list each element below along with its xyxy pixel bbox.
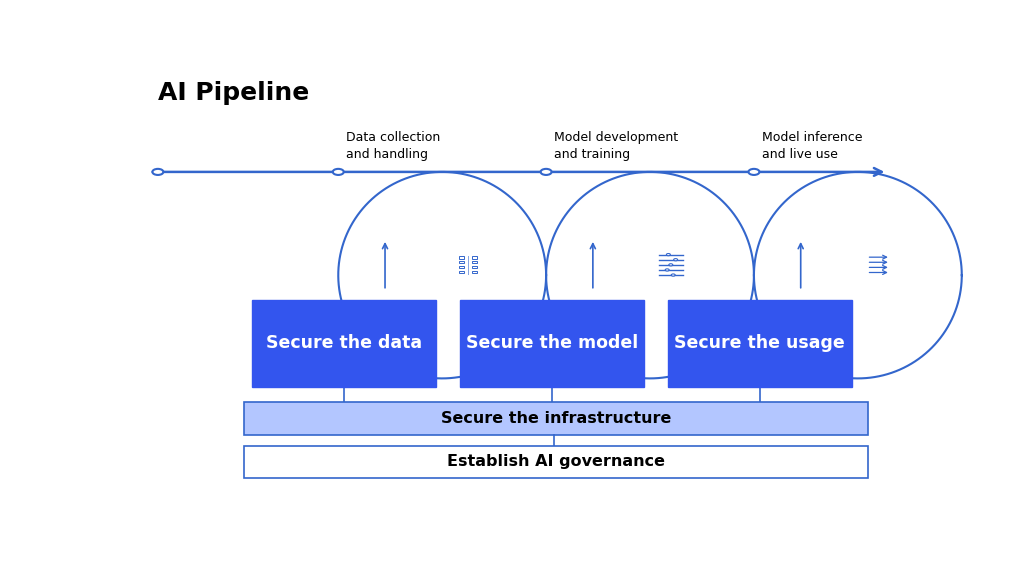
Text: Secure the infrastructure: Secure the infrastructure bbox=[440, 411, 670, 426]
Text: Secure the data: Secure the data bbox=[266, 334, 422, 352]
Bar bbox=[458, 266, 464, 268]
Circle shape bbox=[670, 274, 674, 276]
Circle shape bbox=[153, 169, 163, 175]
Bar bbox=[472, 266, 477, 268]
Circle shape bbox=[664, 269, 668, 271]
Bar bbox=[472, 271, 477, 273]
FancyBboxPatch shape bbox=[252, 300, 436, 387]
Text: Secure the model: Secure the model bbox=[465, 334, 638, 352]
FancyBboxPatch shape bbox=[244, 446, 866, 478]
Circle shape bbox=[668, 264, 672, 266]
FancyBboxPatch shape bbox=[667, 300, 851, 387]
Bar bbox=[458, 257, 464, 259]
Circle shape bbox=[666, 254, 669, 255]
Text: Model development
and training: Model development and training bbox=[553, 131, 677, 161]
Circle shape bbox=[540, 169, 551, 175]
Bar bbox=[472, 257, 477, 259]
Bar bbox=[458, 261, 464, 263]
Circle shape bbox=[673, 259, 677, 261]
Bar bbox=[458, 271, 464, 273]
FancyBboxPatch shape bbox=[244, 402, 866, 435]
Bar bbox=[472, 261, 477, 263]
FancyBboxPatch shape bbox=[459, 300, 644, 387]
Text: AI Pipeline: AI Pipeline bbox=[158, 81, 308, 105]
Text: Secure the usage: Secure the usage bbox=[673, 334, 844, 352]
Text: Establish AI governance: Establish AI governance bbox=[447, 454, 664, 469]
Text: Data collection
and handling: Data collection and handling bbox=[346, 131, 440, 161]
Text: Model inference
and live use: Model inference and live use bbox=[761, 131, 861, 161]
Circle shape bbox=[333, 169, 344, 175]
Circle shape bbox=[748, 169, 758, 175]
